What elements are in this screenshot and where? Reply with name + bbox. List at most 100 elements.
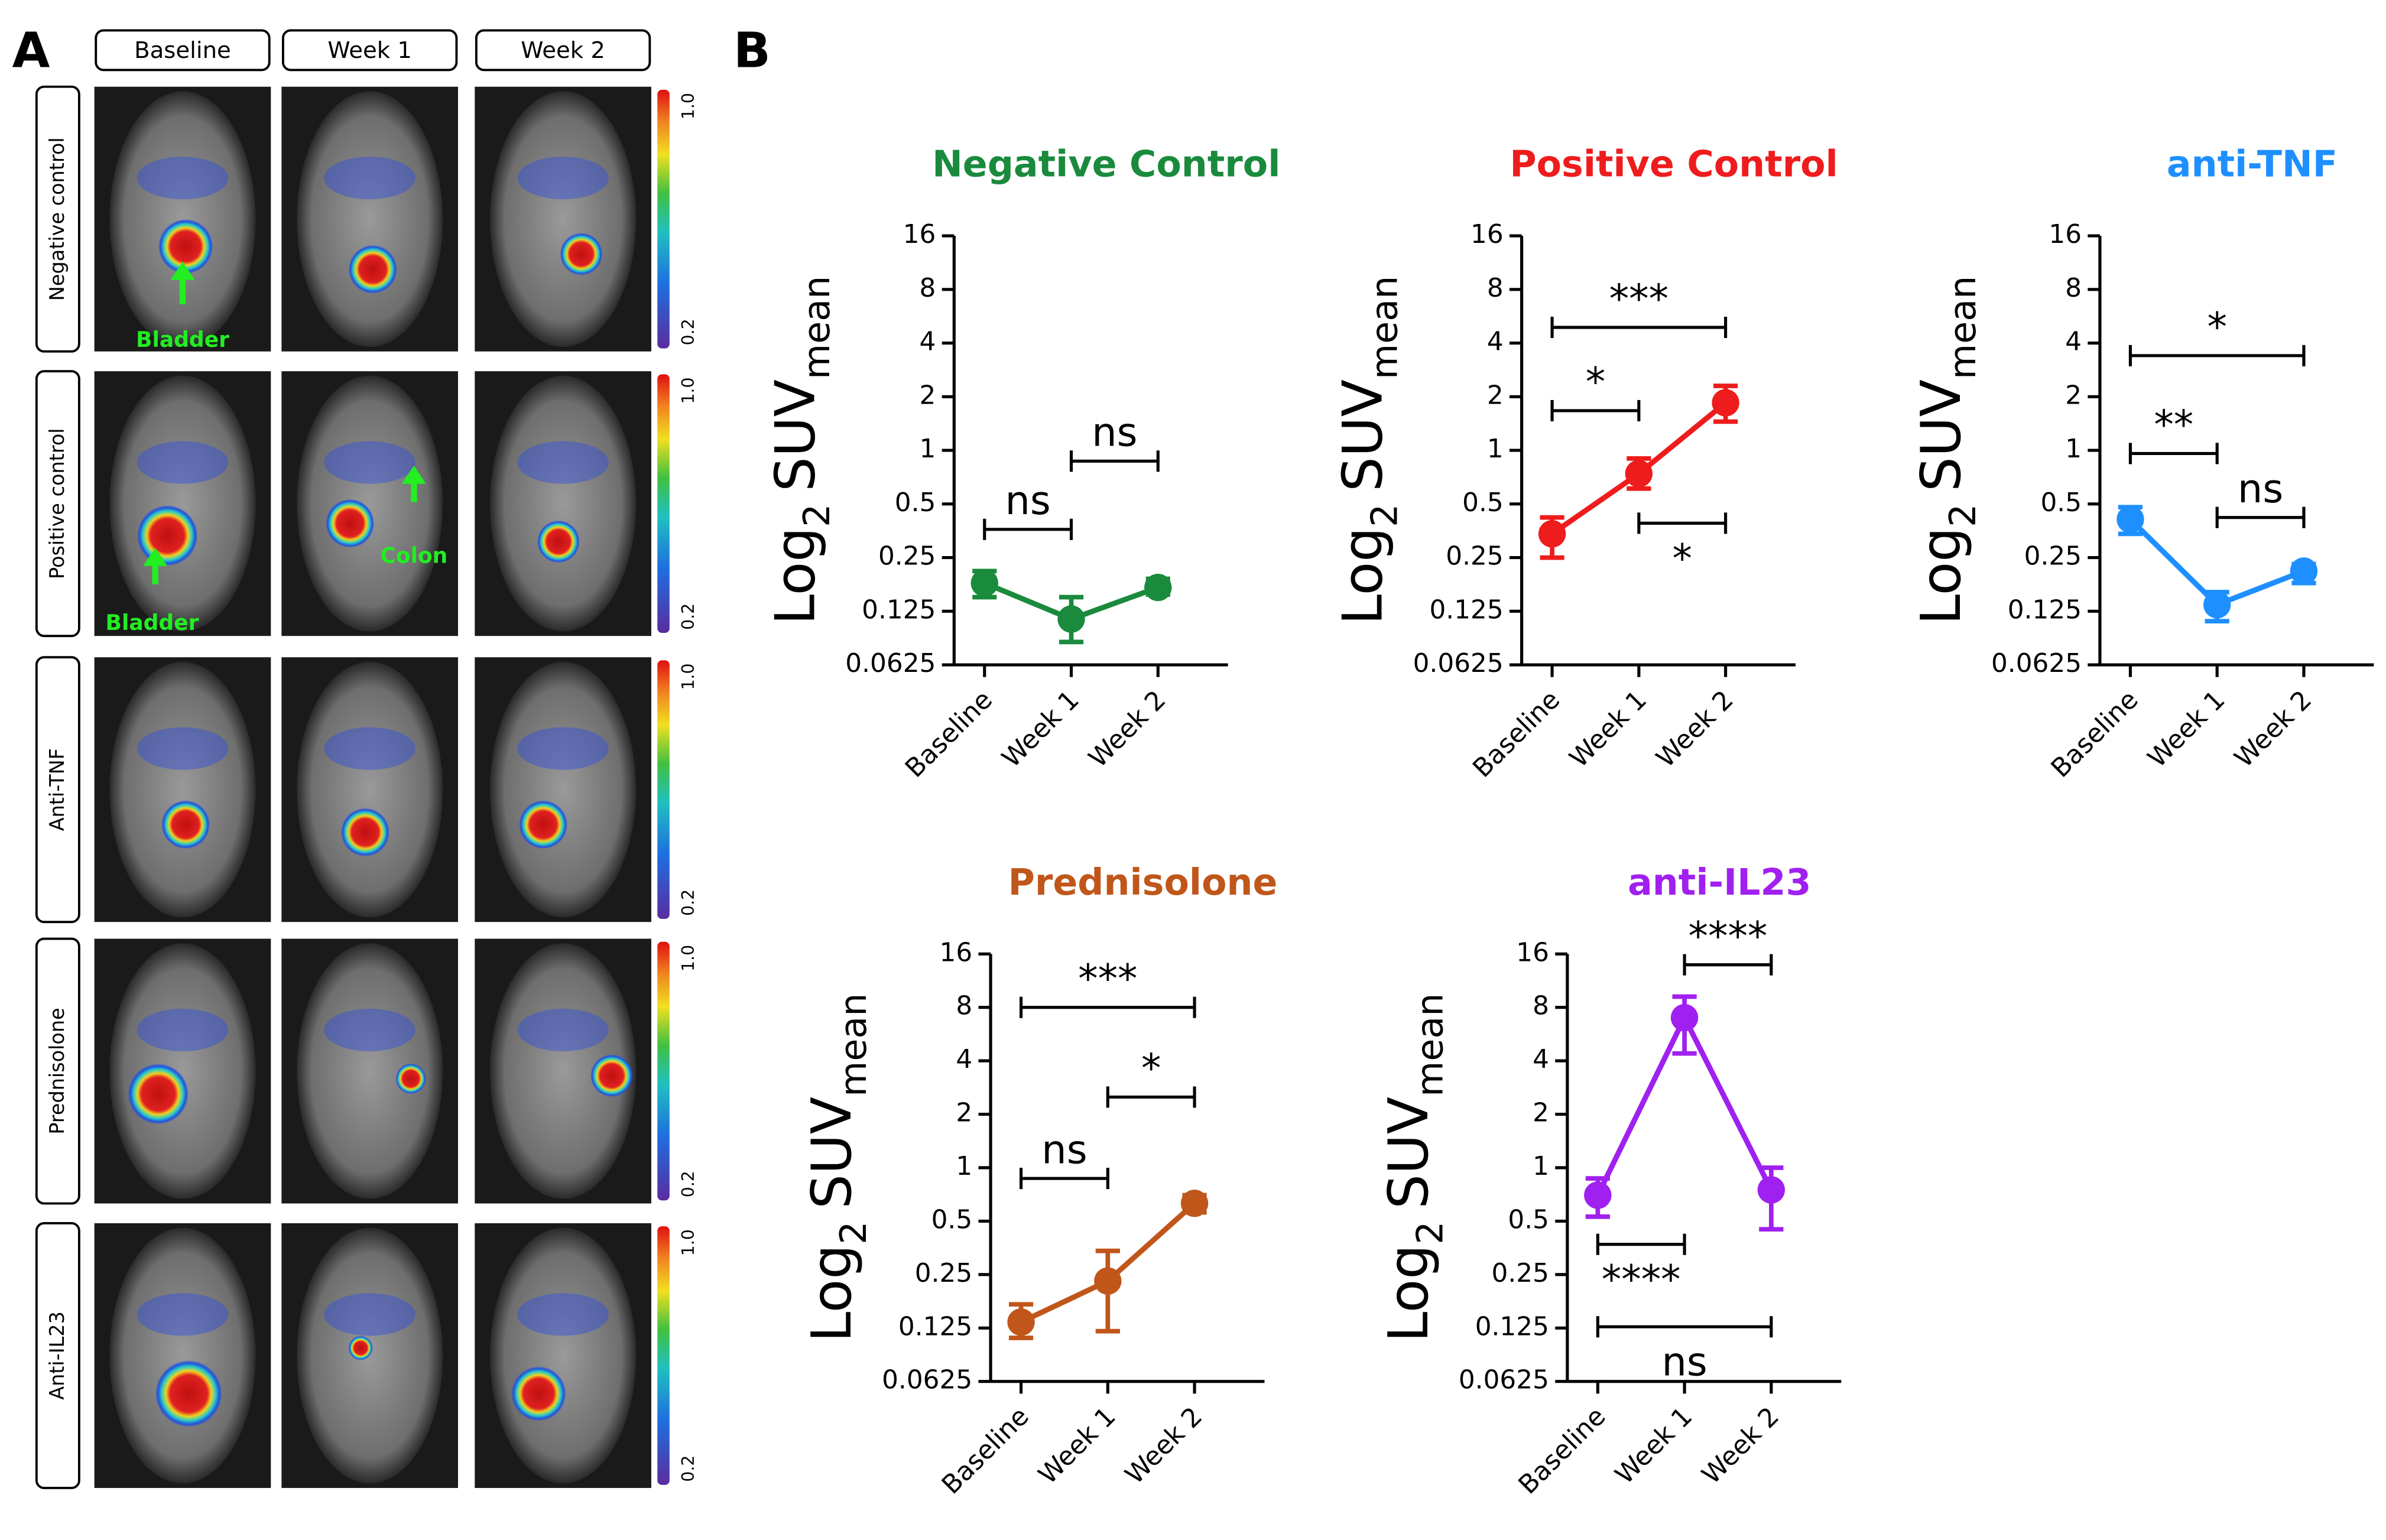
- y-axis-label-subscript: 2: [1409, 1221, 1452, 1245]
- chart-title: anti-TNF: [2167, 143, 2338, 186]
- scan-uptake: [517, 441, 609, 484]
- scan-hotspot: [395, 1063, 426, 1094]
- column-header-box: [281, 29, 458, 72]
- y-tick-label: 0.5: [1462, 488, 1504, 518]
- significance-label: ns: [1092, 410, 1137, 456]
- scan-body: [109, 661, 256, 918]
- scan-uptake: [137, 441, 229, 484]
- y-tick-label: 2: [1487, 380, 1504, 410]
- y-tick-label: 1: [920, 434, 936, 464]
- x-tick-label: Week 2: [1696, 1401, 1785, 1490]
- scan-uptake: [517, 727, 609, 770]
- y-tick-label: 2: [2065, 380, 2082, 410]
- y-axis-label-part: Log: [763, 527, 827, 625]
- data-point: [1625, 460, 1653, 488]
- chart-title: Negative Control: [932, 143, 1280, 186]
- significance-label: ns: [1661, 1339, 1707, 1385]
- y-axis-label: Log2 SUVmean: [1909, 276, 1984, 625]
- column-header: Week 2: [521, 37, 605, 64]
- significance-label: ****: [1689, 913, 1768, 959]
- row-label-box: [35, 656, 80, 924]
- y-axis-label-subscript: mean: [1363, 276, 1405, 379]
- column-header: Week 1: [327, 37, 412, 64]
- scan-body: [109, 91, 256, 347]
- scan-uptake: [517, 157, 609, 200]
- y-tick-label: 4: [920, 327, 936, 357]
- scan-body: [297, 91, 443, 347]
- y-tick-label: 1: [1533, 1151, 1549, 1181]
- y-tick-label: 4: [1533, 1044, 1549, 1074]
- y-axis-label-part: SUV: [800, 1097, 863, 1209]
- column-header-box: [475, 29, 651, 72]
- scan-hotspot: [128, 1063, 189, 1125]
- column-header: Baseline: [134, 37, 231, 64]
- scan-body: [490, 91, 637, 347]
- scan-body: [490, 375, 637, 632]
- data-point: [1670, 1003, 1699, 1032]
- x-tick-label: Week 1: [996, 685, 1085, 774]
- y-tick-label: 0.0625: [1991, 648, 2082, 678]
- y-tick-label: 4: [2065, 327, 2082, 357]
- scan-body: [109, 1227, 256, 1484]
- scan-hotspot: [325, 499, 375, 548]
- significance-label: *: [1672, 535, 1692, 581]
- annotation-arrowhead: [401, 465, 426, 484]
- data-point: [1057, 605, 1085, 633]
- scan-hotspot: [511, 1366, 566, 1421]
- colorbar-min: 0.2: [679, 1455, 698, 1482]
- x-tick-label: Week 2: [1119, 1401, 1208, 1490]
- y-axis-label: Log2 SUVmean: [1377, 993, 1452, 1343]
- colorbar-max: 1.0: [679, 377, 698, 404]
- column-header-box: [95, 29, 271, 72]
- annotation: Bladder: [106, 611, 199, 635]
- data-point: [1144, 573, 1172, 602]
- chart-title: anti-IL23: [1628, 861, 1811, 904]
- y-tick-label: 0.125: [898, 1311, 972, 1341]
- y-axis-label-subscript: 2: [1363, 504, 1405, 527]
- y-tick-label: 0.0625: [1459, 1365, 1549, 1395]
- colorbar-max: 1.0: [679, 1229, 698, 1256]
- x-tick-label: Week 1: [1033, 1401, 1121, 1490]
- y-tick-label: 0.5: [1508, 1204, 1549, 1234]
- x-tick-label: Baseline: [936, 1401, 1035, 1500]
- y-tick-label: 2: [920, 380, 936, 410]
- y-tick-label: 0.5: [895, 488, 936, 518]
- y-tick-label: 16: [903, 219, 936, 249]
- colorbar: [657, 374, 670, 633]
- data-point: [1712, 389, 1739, 417]
- y-tick-label: 8: [1533, 991, 1549, 1021]
- data-point: [1094, 1267, 1122, 1295]
- scan-hotspot: [158, 219, 213, 274]
- y-axis-label-part: SUV: [1331, 379, 1395, 492]
- y-tick-label: 0.0625: [845, 648, 936, 678]
- data-point: [1757, 1176, 1786, 1204]
- data-point: [2290, 557, 2318, 585]
- x-tick-label: Baseline: [2045, 685, 2144, 784]
- colorbar: [657, 660, 670, 920]
- y-axis-label-subscript: mean: [1409, 993, 1452, 1097]
- y-tick-label: 16: [2049, 219, 2082, 249]
- x-tick-label: Baseline: [900, 685, 998, 784]
- y-tick-label: 0.5: [2040, 488, 2082, 518]
- scan-body: [297, 375, 443, 632]
- y-axis-label-subscript: 2: [796, 504, 838, 527]
- y-tick-label: 8: [956, 991, 972, 1021]
- scan-uptake: [517, 1008, 609, 1052]
- scan-body: [490, 1227, 637, 1484]
- data-point: [1180, 1190, 1209, 1217]
- y-tick-label: 0.125: [2008, 594, 2082, 625]
- scan-uptake: [324, 441, 415, 484]
- colorbar-max: 1.0: [679, 93, 698, 119]
- data-point: [2203, 591, 2231, 619]
- x-tick-label: Week 2: [2229, 685, 2317, 774]
- scan-uptake: [137, 1293, 229, 1336]
- data-point: [1007, 1308, 1035, 1336]
- colorbar: [657, 1226, 670, 1485]
- y-tick-label: 0.25: [2024, 541, 2082, 571]
- y-tick-label: 0.5: [931, 1204, 973, 1234]
- y-axis-label-part: Log: [1909, 527, 1973, 625]
- y-tick-label: 0.125: [862, 594, 936, 625]
- x-tick-label: Week 1: [2142, 685, 2231, 774]
- y-axis-label: Log2 SUVmean: [763, 276, 838, 625]
- scan-uptake: [137, 1008, 229, 1052]
